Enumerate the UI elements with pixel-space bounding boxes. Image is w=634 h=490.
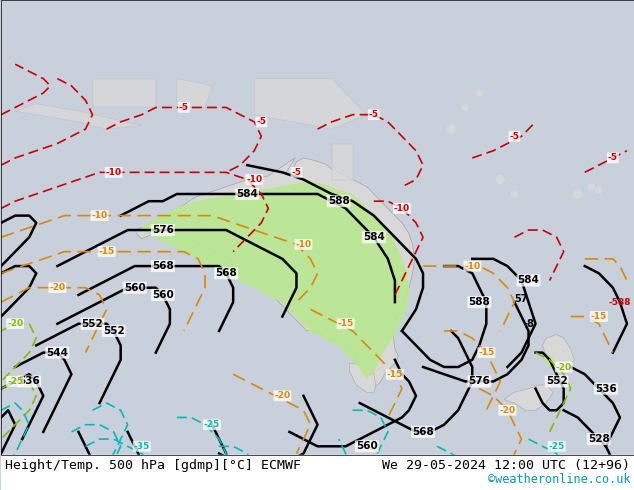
Text: 568: 568 [216,269,237,278]
Text: 588: 588 [469,297,490,307]
Text: 57: 57 [515,294,528,303]
Polygon shape [349,364,376,392]
Text: 576: 576 [152,225,174,235]
Text: -25: -25 [239,456,256,465]
Text: 536: 536 [124,477,146,488]
Polygon shape [134,158,415,387]
Text: 560: 560 [152,290,174,300]
Polygon shape [543,353,557,367]
Text: -15: -15 [478,348,495,357]
Text: 584: 584 [363,232,385,242]
Text: -15: -15 [387,370,403,379]
Text: -10: -10 [106,168,122,177]
Text: -30: -30 [584,464,600,472]
Text: -25: -25 [548,442,565,451]
Polygon shape [15,104,142,129]
Text: 544: 544 [46,347,68,358]
Text: -20: -20 [500,406,515,415]
Text: -25: -25 [204,420,220,429]
Circle shape [496,175,505,184]
Text: 552: 552 [82,319,103,329]
Text: 560: 560 [124,283,146,293]
Circle shape [574,190,582,198]
Text: 536: 536 [595,384,617,393]
Text: -20: -20 [7,319,23,328]
Text: -15: -15 [337,319,354,328]
Text: 576: 576 [469,376,490,387]
Text: ©weatheronline.co.uk: ©weatheronline.co.uk [488,473,630,486]
Polygon shape [254,78,367,129]
Text: 536: 536 [18,376,40,387]
Text: -15: -15 [591,312,607,321]
Polygon shape [1,455,634,490]
Text: -5: -5 [608,153,618,162]
Text: -10: -10 [464,262,481,270]
Text: -8: -8 [523,319,534,329]
Circle shape [589,184,595,190]
Text: 568: 568 [152,261,174,271]
Text: 552: 552 [103,326,124,336]
Text: -10: -10 [394,204,410,213]
Text: 568: 568 [412,427,434,437]
Circle shape [596,187,602,194]
Text: -5: -5 [292,168,301,177]
Polygon shape [504,385,553,410]
Text: -5: -5 [179,103,189,112]
Text: 584: 584 [236,189,258,199]
Text: -10: -10 [295,240,311,249]
Circle shape [447,125,455,133]
Text: 544: 544 [194,477,216,488]
Text: -5: -5 [369,110,378,119]
Polygon shape [332,144,353,179]
Text: 528: 528 [588,434,610,444]
Text: -588: -588 [609,297,631,307]
Text: We 29-05-2024 12:00 UTC (12+96): We 29-05-2024 12:00 UTC (12+96) [382,459,630,472]
Text: Height/Temp. 500 hPa [gdmp][°C] ECMWF: Height/Temp. 500 hPa [gdmp][°C] ECMWF [5,459,301,472]
Text: -5: -5 [256,118,266,126]
Text: -25: -25 [7,377,23,386]
Text: -10: -10 [91,211,108,220]
Text: -30: -30 [493,478,508,487]
Text: 588: 588 [328,196,349,206]
Polygon shape [543,335,574,367]
Text: 528: 528 [82,477,103,488]
Text: -15: -15 [98,247,115,256]
Text: -25: -25 [464,456,481,465]
Text: -35: -35 [134,442,150,451]
Text: -25: -25 [330,478,347,487]
Text: -20: -20 [49,283,65,292]
Circle shape [476,90,482,96]
Polygon shape [93,78,156,107]
Polygon shape [142,183,409,378]
Text: -5: -5 [510,132,519,141]
Text: 560: 560 [356,441,378,451]
Text: -25: -25 [0,456,16,465]
Polygon shape [177,78,212,107]
Text: -20: -20 [555,363,572,371]
Circle shape [462,104,469,110]
Polygon shape [1,0,634,455]
Text: 584: 584 [517,275,540,286]
Text: 552: 552 [546,376,567,387]
Text: 552: 552 [264,463,286,473]
Text: -20: -20 [275,392,290,400]
Text: -10: -10 [246,175,262,184]
Circle shape [512,191,517,197]
